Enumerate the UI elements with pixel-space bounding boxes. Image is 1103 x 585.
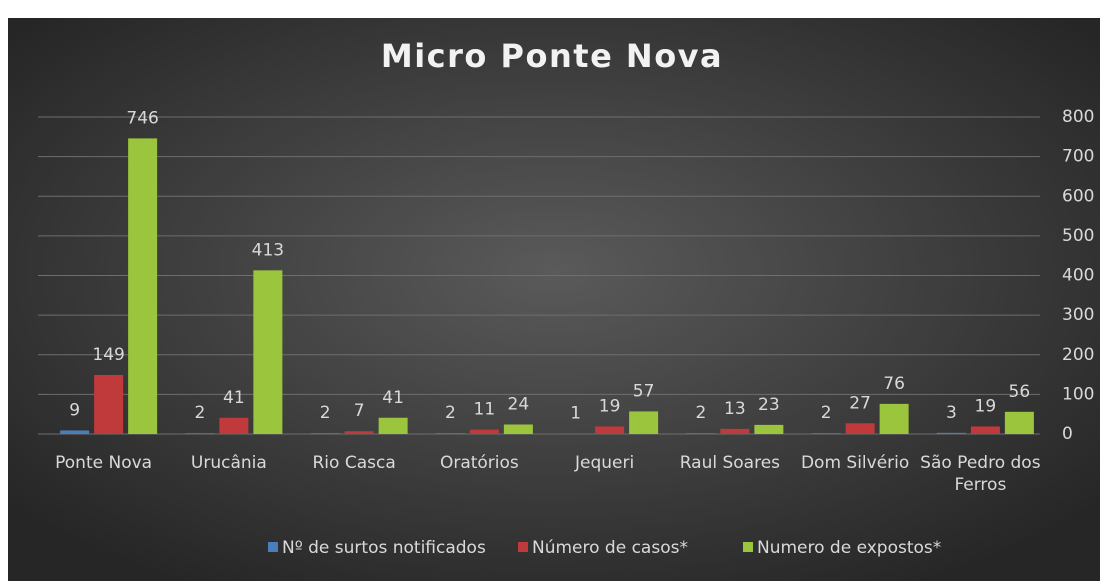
data-label: 1 — [570, 404, 581, 424]
bar — [311, 433, 340, 434]
bar — [128, 138, 157, 434]
legend-label: Número de casos* — [532, 538, 688, 558]
data-label: 746 — [126, 108, 158, 128]
x-tick-label: Dom Silvério — [790, 452, 921, 474]
y-tick-label: 100 — [1062, 384, 1094, 404]
y-tick-label: 300 — [1062, 305, 1094, 325]
data-label: 23 — [758, 395, 780, 415]
data-label: 24 — [508, 394, 530, 414]
bar — [94, 375, 123, 434]
data-label: 19 — [599, 396, 621, 416]
data-label: 2 — [821, 403, 832, 423]
bar — [686, 433, 715, 434]
bar — [185, 433, 214, 434]
x-tick-label: Jequeri — [539, 452, 670, 474]
data-label: 76 — [883, 374, 905, 394]
x-tick-label-box: Oratórios — [414, 452, 545, 502]
data-label: 11 — [474, 400, 496, 420]
data-label: 2 — [320, 403, 331, 423]
bar — [345, 431, 374, 434]
data-label: 19 — [975, 396, 997, 416]
x-tick-label-box: São Pedro dos Ferros — [915, 452, 1046, 502]
data-label: 9 — [69, 400, 80, 420]
data-label: 3 — [946, 403, 957, 423]
x-tick-label-box: Urucânia — [163, 452, 294, 502]
data-label: 13 — [724, 399, 746, 419]
x-tick-label-box: Raul Soares — [664, 452, 795, 502]
bar — [971, 426, 1000, 434]
legend-label: Numero de expostos* — [757, 538, 941, 558]
data-label: 2 — [695, 403, 706, 423]
bar — [595, 426, 624, 434]
y-tick-label: 600 — [1062, 186, 1094, 206]
y-tick-label: 200 — [1062, 345, 1094, 365]
data-label: 41 — [223, 388, 245, 408]
data-label: 149 — [92, 345, 124, 365]
data-label: 7 — [354, 401, 365, 421]
bar — [253, 270, 282, 434]
bar — [470, 430, 499, 434]
data-label: 2 — [445, 403, 456, 423]
data-label: 2 — [194, 403, 205, 423]
x-tick-label: Rio Casca — [289, 452, 420, 474]
y-tick-label: 400 — [1062, 266, 1094, 286]
x-tick-label-box: Jequeri — [539, 452, 670, 502]
x-tick-label-box: Rio Casca — [289, 452, 420, 502]
y-tick-label: 500 — [1062, 226, 1094, 246]
bar — [219, 418, 248, 434]
bar — [60, 430, 89, 434]
legend-swatch — [518, 542, 528, 552]
bar — [720, 429, 749, 434]
bar — [379, 418, 408, 434]
bar — [937, 433, 966, 434]
chart-title: Micro Ponte Nova — [381, 37, 723, 75]
bar — [629, 411, 658, 434]
x-tick-label-box: Ponte Nova — [38, 452, 169, 502]
x-tick-label: São Pedro dos Ferros — [915, 452, 1046, 496]
bar — [754, 425, 783, 434]
legend-label: Nº de surtos notificados — [282, 538, 486, 558]
bar — [812, 433, 841, 434]
data-label: 413 — [252, 240, 284, 260]
y-tick-label: 700 — [1062, 147, 1094, 167]
data-label: 56 — [1009, 382, 1031, 402]
legend-swatch — [268, 542, 278, 552]
x-tick-label: Ponte Nova — [38, 452, 169, 474]
data-label: 27 — [849, 393, 871, 413]
data-label: 57 — [633, 381, 655, 401]
y-tick-label: 0 — [1062, 424, 1073, 444]
bar — [504, 424, 533, 434]
bar — [880, 404, 909, 434]
data-label: 41 — [382, 388, 404, 408]
bar — [846, 423, 875, 434]
legend-swatch — [743, 542, 753, 552]
y-tick-label: 800 — [1062, 107, 1094, 127]
bar — [436, 433, 465, 434]
bar — [1005, 412, 1034, 434]
x-tick-label-box: Dom Silvério — [790, 452, 921, 502]
x-tick-label: Urucânia — [163, 452, 294, 474]
x-tick-label: Raul Soares — [664, 452, 795, 474]
x-tick-label: Oratórios — [414, 452, 545, 474]
